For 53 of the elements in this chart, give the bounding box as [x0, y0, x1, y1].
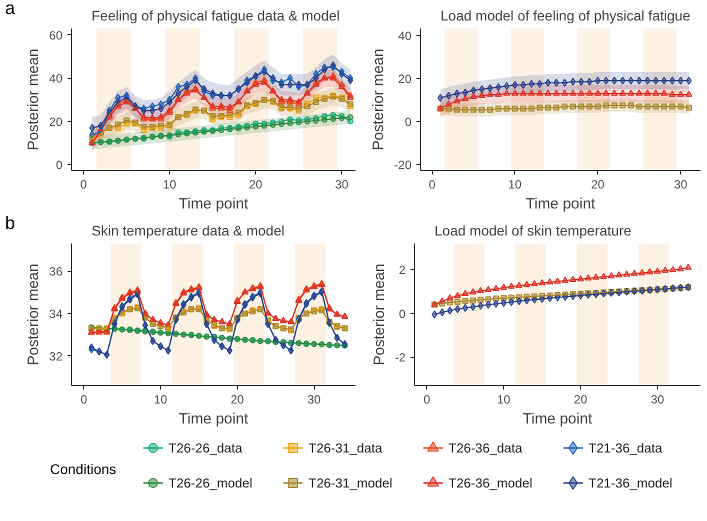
- y-axis-title: Posterior mean: [370, 264, 388, 366]
- y-tick-label: 40: [398, 28, 412, 43]
- x-tick-label: 30: [674, 178, 688, 192]
- legend-label: T26-26_data: [168, 440, 243, 456]
- x-tick-label: 20: [574, 392, 588, 406]
- x-tick-label: 30: [335, 178, 349, 192]
- x-axis-title: Time point: [178, 196, 250, 212]
- x-tick-label: 0: [428, 178, 436, 192]
- y-tick-label: 20: [49, 114, 63, 129]
- legend-label: T26-36_model: [448, 476, 532, 490]
- y-tick-label: 36: [49, 264, 63, 279]
- x-tick-label: 10: [508, 178, 522, 192]
- y-tick-label: 2: [398, 263, 406, 278]
- chart-title: Skin temperature data & model: [92, 222, 284, 238]
- y-tick-label: -20: [394, 158, 412, 172]
- text: b: [5, 212, 16, 235]
- x-axis-title: Time point: [526, 196, 596, 212]
- chart-title: Feeling of physical fatigue data & model: [92, 8, 340, 24]
- legend-label: T26-31_data: [308, 440, 383, 456]
- x-tick-label: 10: [497, 392, 511, 406]
- x-tick-label: 10: [154, 392, 168, 406]
- y-tick-label: 0: [56, 158, 63, 172]
- x-tick-label: 20: [591, 178, 605, 192]
- text: a: [5, 0, 16, 20]
- y-tick-label: 32: [49, 349, 63, 364]
- legend-label: T26-36_data: [448, 440, 523, 456]
- x-tick-label: 20: [230, 392, 244, 406]
- y-tick-label: -2: [394, 350, 406, 365]
- x-tick-label: 30: [650, 392, 664, 406]
- y-tick-label: 20: [398, 72, 412, 86]
- y-axis-title: Posterior mean: [25, 48, 42, 150]
- y-tick-label: 0: [404, 115, 412, 130]
- chart-title: Load model of skin temperature: [434, 222, 632, 238]
- y-tick-label: 60: [49, 28, 63, 42]
- x-tick-label: 0: [80, 178, 88, 192]
- x-tick-label: 0: [423, 392, 430, 406]
- x-axis-title: Time point: [522, 410, 594, 428]
- y-tick-label: 0: [398, 306, 406, 321]
- y-axis-title: Posterior mean: [370, 48, 388, 150]
- y-axis-title: Posterior mean: [25, 264, 42, 366]
- x-axis-title: Time point: [178, 410, 250, 428]
- y-tick-label: 34: [49, 306, 63, 321]
- chart-title: Load model of feeling of physical fatigue: [440, 8, 691, 24]
- legend-label: T21-36_data: [588, 440, 663, 456]
- x-tick-label: 10: [162, 178, 177, 192]
- x-tick-label: 20: [248, 178, 263, 192]
- legend-label: T21-36_model: [588, 476, 672, 490]
- x-tick-label: 0: [80, 392, 88, 406]
- y-tick-label: 40: [49, 72, 63, 86]
- legend-label: T26-31_model: [308, 476, 392, 490]
- x-tick-label: 30: [307, 392, 322, 406]
- legend-title: Conditions: [50, 460, 116, 479]
- legend-label: T26-26_model: [168, 476, 252, 490]
